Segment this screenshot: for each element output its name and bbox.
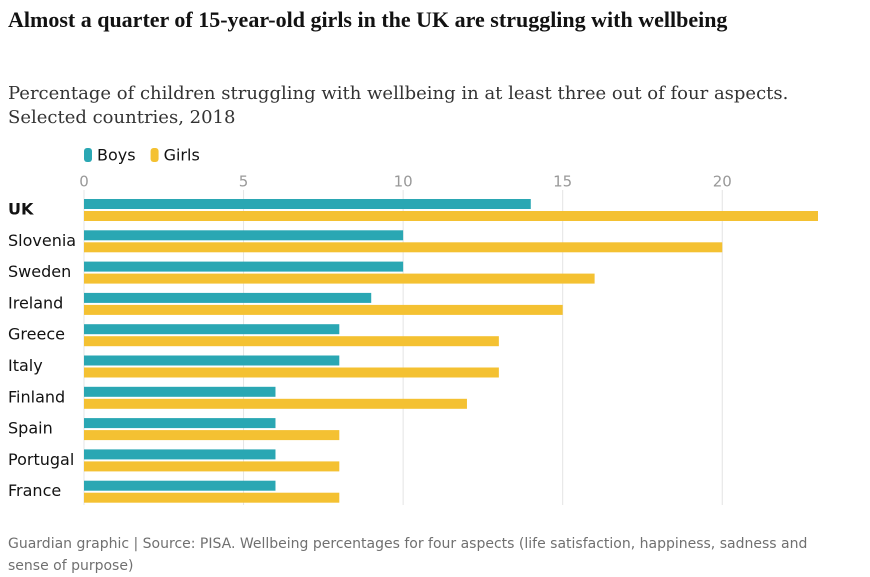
bar — [84, 480, 276, 491]
y-tick-label: Sweden — [8, 262, 71, 281]
bar — [84, 492, 340, 503]
chart-subtitle: Percentage of children struggling with w… — [8, 83, 789, 128]
bar — [84, 292, 372, 303]
x-tick-label: 0 — [79, 173, 89, 191]
chart: 0 5 10 15 20 Boys Girls UK Slovenia Sweden Ireland… — [8, 146, 818, 505]
legend-label: Boys — [97, 146, 136, 165]
bar — [84, 336, 499, 347]
bar — [84, 398, 467, 409]
bar — [84, 211, 818, 221]
y-tick-label: Finland — [8, 387, 65, 406]
y-tick-label: Spain — [8, 419, 53, 438]
bar — [84, 199, 531, 209]
legend-label: Girls — [164, 146, 200, 165]
y-tick-label: Greece — [8, 325, 65, 344]
bar — [84, 449, 276, 460]
bar — [84, 355, 340, 366]
y-tick-label: Slovenia — [8, 231, 76, 250]
bar — [84, 367, 499, 378]
y-tick-label: Ireland — [8, 293, 63, 312]
bar — [84, 242, 723, 253]
bar — [84, 461, 340, 472]
bar — [84, 324, 340, 335]
legend-swatch — [150, 148, 159, 162]
bar — [84, 230, 404, 241]
bar — [84, 273, 595, 284]
chart-title: Almost a quarter of 15-year-old girls in… — [8, 7, 728, 32]
y-tick-label: France — [8, 481, 61, 500]
bar — [84, 430, 340, 441]
y-tick-label: Portugal — [8, 450, 74, 469]
x-tick-label: 10 — [394, 173, 413, 191]
bar — [84, 418, 276, 429]
bar — [84, 304, 563, 315]
x-tick-label: 20 — [713, 173, 732, 191]
y-tick-label: UK — [8, 200, 34, 219]
y-tick-label: Italy — [8, 356, 43, 375]
bar — [84, 386, 276, 397]
legend-swatch — [84, 148, 92, 162]
chart-footer: Guardian graphic | Source: PISA. Wellbei… — [8, 536, 808, 574]
bar — [84, 261, 404, 272]
x-tick-label: 5 — [239, 173, 249, 191]
x-tick-label: 15 — [553, 173, 572, 191]
